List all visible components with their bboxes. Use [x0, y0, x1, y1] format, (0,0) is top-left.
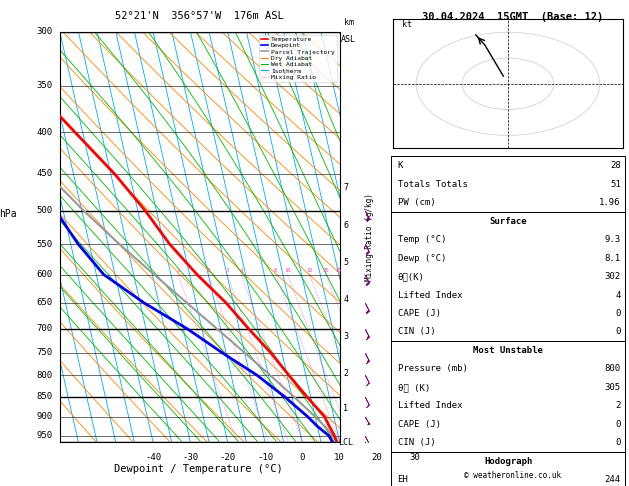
Text: Lifted Index: Lifted Index [398, 401, 462, 410]
Text: 9.3: 9.3 [604, 235, 621, 244]
Text: Mixing Ratio (g/kg): Mixing Ratio (g/kg) [365, 193, 374, 281]
Text: θᴇ (K): θᴇ (K) [398, 383, 430, 392]
Text: 850: 850 [36, 392, 53, 401]
Text: 4: 4 [239, 267, 243, 273]
Text: 900: 900 [36, 412, 53, 421]
Text: 450: 450 [36, 169, 53, 178]
Text: -20: -20 [220, 452, 236, 462]
Text: 8: 8 [274, 267, 277, 273]
Text: 0: 0 [615, 420, 621, 429]
Text: 51: 51 [610, 180, 621, 189]
Text: 800: 800 [604, 364, 621, 373]
Text: 3: 3 [343, 332, 348, 341]
Text: 5: 5 [343, 258, 348, 267]
Text: PW (cm): PW (cm) [398, 198, 435, 207]
Text: 600: 600 [36, 270, 53, 279]
Text: 0: 0 [615, 438, 621, 447]
Text: Dewp (°C): Dewp (°C) [398, 254, 446, 262]
Text: 20: 20 [323, 267, 329, 273]
Text: 25: 25 [335, 267, 342, 273]
Text: 7: 7 [343, 183, 348, 192]
Text: kt: kt [403, 20, 412, 29]
Text: 6: 6 [343, 221, 348, 229]
Text: 10: 10 [284, 267, 291, 273]
Text: Most Unstable: Most Unstable [473, 346, 543, 355]
Text: 3: 3 [226, 267, 229, 273]
Text: ASL: ASL [342, 35, 356, 44]
Text: EH: EH [398, 475, 408, 484]
Text: 750: 750 [36, 348, 53, 357]
Text: 0: 0 [615, 309, 621, 318]
Text: 30.04.2024  15GMT  (Base: 12): 30.04.2024 15GMT (Base: 12) [422, 12, 603, 22]
Text: 2: 2 [615, 401, 621, 410]
Text: 1: 1 [343, 403, 348, 413]
Text: Pressure (mb): Pressure (mb) [398, 364, 467, 373]
Text: CIN (J): CIN (J) [398, 328, 435, 336]
Text: 244: 244 [604, 475, 621, 484]
Text: km: km [344, 18, 353, 28]
Text: Hodograph: Hodograph [484, 457, 532, 466]
Text: 302: 302 [604, 272, 621, 281]
Text: CAPE (J): CAPE (J) [398, 309, 440, 318]
Text: 20: 20 [372, 452, 382, 462]
Text: 800: 800 [36, 371, 53, 380]
Text: Temp (°C): Temp (°C) [398, 235, 446, 244]
Text: θᴇ(K): θᴇ(K) [398, 272, 425, 281]
Text: hPa: hPa [0, 209, 16, 219]
Text: Lifted Index: Lifted Index [398, 291, 462, 299]
Text: 2: 2 [343, 369, 348, 378]
Text: Surface: Surface [489, 217, 527, 226]
Text: 950: 950 [36, 431, 53, 440]
Text: 1: 1 [177, 267, 180, 273]
Text: 700: 700 [36, 324, 53, 333]
Text: 4: 4 [343, 295, 348, 304]
Text: K: K [398, 161, 403, 170]
Text: 500: 500 [36, 206, 53, 215]
Text: 52°21'N  356°57'W  176m ASL: 52°21'N 356°57'W 176m ASL [115, 11, 284, 21]
Text: 300: 300 [36, 27, 53, 36]
Text: -40: -40 [145, 452, 161, 462]
Text: Totals Totals: Totals Totals [398, 180, 467, 189]
Text: 8.1: 8.1 [604, 254, 621, 262]
Text: Dewpoint / Temperature (°C): Dewpoint / Temperature (°C) [114, 464, 282, 474]
Text: 28: 28 [610, 161, 621, 170]
Text: 2: 2 [207, 267, 210, 273]
Text: 0: 0 [615, 328, 621, 336]
Text: -30: -30 [182, 452, 198, 462]
Legend: Temperature, Dewpoint, Parcel Trajectory, Dry Adiabat, Wet Adiabat, Isotherm, Mi: Temperature, Dewpoint, Parcel Trajectory… [259, 35, 337, 82]
Text: LCL: LCL [338, 438, 353, 447]
Text: 350: 350 [36, 81, 53, 90]
Text: 550: 550 [36, 240, 53, 248]
Text: 1.96: 1.96 [599, 198, 621, 207]
Text: © weatheronline.co.uk: © weatheronline.co.uk [464, 471, 561, 480]
Text: CAPE (J): CAPE (J) [398, 420, 440, 429]
Text: 305: 305 [604, 383, 621, 392]
Text: 0: 0 [299, 452, 305, 462]
Text: CIN (J): CIN (J) [398, 438, 435, 447]
Text: 15: 15 [306, 267, 313, 273]
Text: -10: -10 [257, 452, 273, 462]
Text: 650: 650 [36, 298, 53, 307]
Text: 30: 30 [409, 452, 420, 462]
Text: 10: 10 [334, 452, 345, 462]
Text: 400: 400 [36, 128, 53, 137]
Text: 4: 4 [615, 291, 621, 299]
